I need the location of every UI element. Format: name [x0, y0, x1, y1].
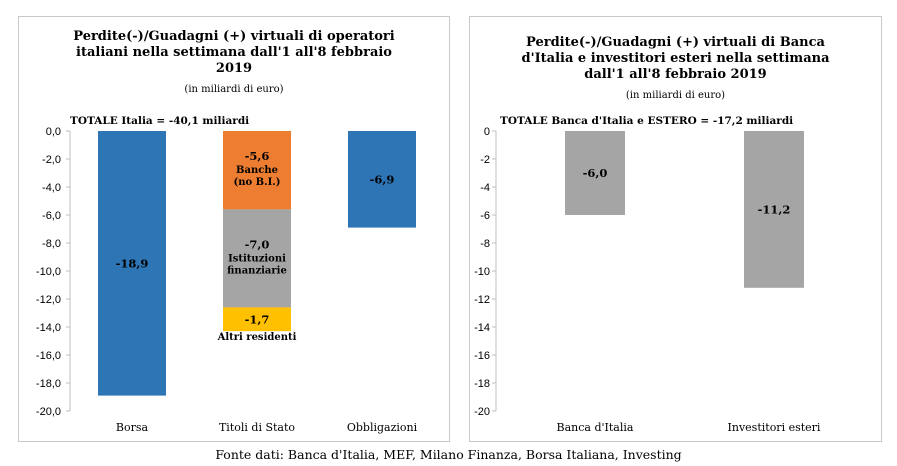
- right-bar: [744, 131, 804, 288]
- left-bar-chart: 0,0 -2,0 -4,0 -6,0 -8,0 -10,0 -12,0 -14,0 -16,0 -…: [36, 126, 418, 434]
- right-y-tick-label: -8: [480, 238, 490, 250]
- left-data-label: -5,6: [245, 149, 270, 163]
- right-y-tick-label: -20: [474, 406, 490, 418]
- left-y-tick-label: -6,0: [42, 210, 61, 222]
- right-chart-panel: Perdite(-)/Guadagni (+) virtuali di Banc…: [469, 16, 882, 442]
- right-y-tick-label: 0: [484, 126, 490, 138]
- left-data-label: -1,7: [245, 312, 270, 326]
- left-data-label: -18,9: [116, 256, 149, 270]
- right-bar: [565, 131, 625, 215]
- right-title-line-2: d'Italia e investitori esteri nella sett…: [521, 51, 830, 66]
- right-title-line-3: dall'1 all'8 febbraio 2019: [584, 67, 767, 82]
- right-y-tick-label: -6: [480, 210, 490, 222]
- left-y-tick-label: -14,0: [36, 322, 61, 334]
- left-chart-title: Perdite(-)/Guadagni (+) virtuali di oper…: [19, 29, 449, 77]
- right-category-label: Banca d'Italia: [557, 421, 634, 434]
- right-y-tick-label: -2: [480, 154, 490, 166]
- left-data-label: -7,0: [245, 237, 270, 251]
- left-y-tick-label: -16,0: [36, 350, 61, 362]
- left-chart-subtitle: (in miliardi di euro): [184, 84, 284, 95]
- left-segment-series-label: Altri residenti: [217, 332, 297, 343]
- left-bar: [98, 131, 166, 396]
- left-title-line-3: 2019: [215, 61, 253, 76]
- right-y-tick-label: -18: [474, 378, 490, 390]
- right-category-label: Investitori esteri: [728, 421, 821, 434]
- left-y-tick-label: -12,0: [36, 294, 61, 306]
- left-segment-series-label: (no B.I.): [234, 177, 281, 188]
- right-chart-title: Perdite(-)/Guadagni (+) virtuali di Banc…: [470, 35, 881, 83]
- left-y-tick-label: -18,0: [36, 378, 61, 390]
- left-bar-segment: [223, 209, 291, 308]
- right-chart-subtitle: (in miliardi di euro): [625, 90, 726, 101]
- left-category-label: Borsa: [116, 421, 149, 434]
- right-bar-chart: 0 -2 -4 -6 -8 -10 -12 -14 -16 -18 -20 Banca d'Itali…: [474, 126, 821, 434]
- left-bar: [348, 131, 416, 228]
- left-total-label: TOTALE Italia = -40,1 miliardi: [70, 115, 250, 127]
- left-segment-series-label: Istituzioni: [228, 253, 286, 264]
- right-y-tick-label: -16: [474, 350, 490, 362]
- left-y-tick-label: 0,0: [46, 126, 61, 138]
- left-chart-panel: Perdite(-)/Guadagni (+) virtuali di oper…: [18, 16, 450, 442]
- source-note: Fonte dati: Banca d'Italia, MEF, Milano …: [215, 447, 682, 462]
- left-category-label: Obbligazioni: [347, 421, 418, 434]
- left-title-line-1: Perdite(-)/Guadagni (+) virtuali di oper…: [73, 29, 395, 44]
- left-y-tick-label: -10,0: [36, 266, 61, 278]
- left-title-line-2: italiani nella settimana dall'1 all'8 fe…: [76, 45, 392, 60]
- left-y-tick-label: -4,0: [42, 182, 61, 194]
- right-y-tick-label: -10: [474, 266, 490, 278]
- left-category-label: Titoli di Stato: [219, 421, 295, 434]
- right-data-label: -11,2: [758, 202, 791, 216]
- right-data-label: -6,0: [583, 166, 608, 180]
- left-data-label: -6,9: [370, 172, 395, 186]
- right-y-tick-label: -12: [474, 294, 490, 306]
- right-y-tick-label: -14: [474, 322, 490, 334]
- right-total-label: TOTALE Banca d'Italia e ESTERO = -17,2 m…: [500, 115, 794, 127]
- left-bar-segment: [223, 131, 291, 210]
- right-title-line-1: Perdite(-)/Guadagni (+) virtuali di Banc…: [526, 35, 825, 50]
- right-y-tick-label: -4: [480, 182, 490, 194]
- left-y-tick-label: -8,0: [42, 238, 61, 250]
- left-y-tick-label: -2,0: [42, 154, 61, 166]
- left-bar-segment: [223, 307, 291, 332]
- left-segment-series-label: Banche: [236, 165, 278, 176]
- left-y-tick-label: -20,0: [36, 406, 61, 418]
- left-segment-series-label: finanziarie: [227, 265, 287, 276]
